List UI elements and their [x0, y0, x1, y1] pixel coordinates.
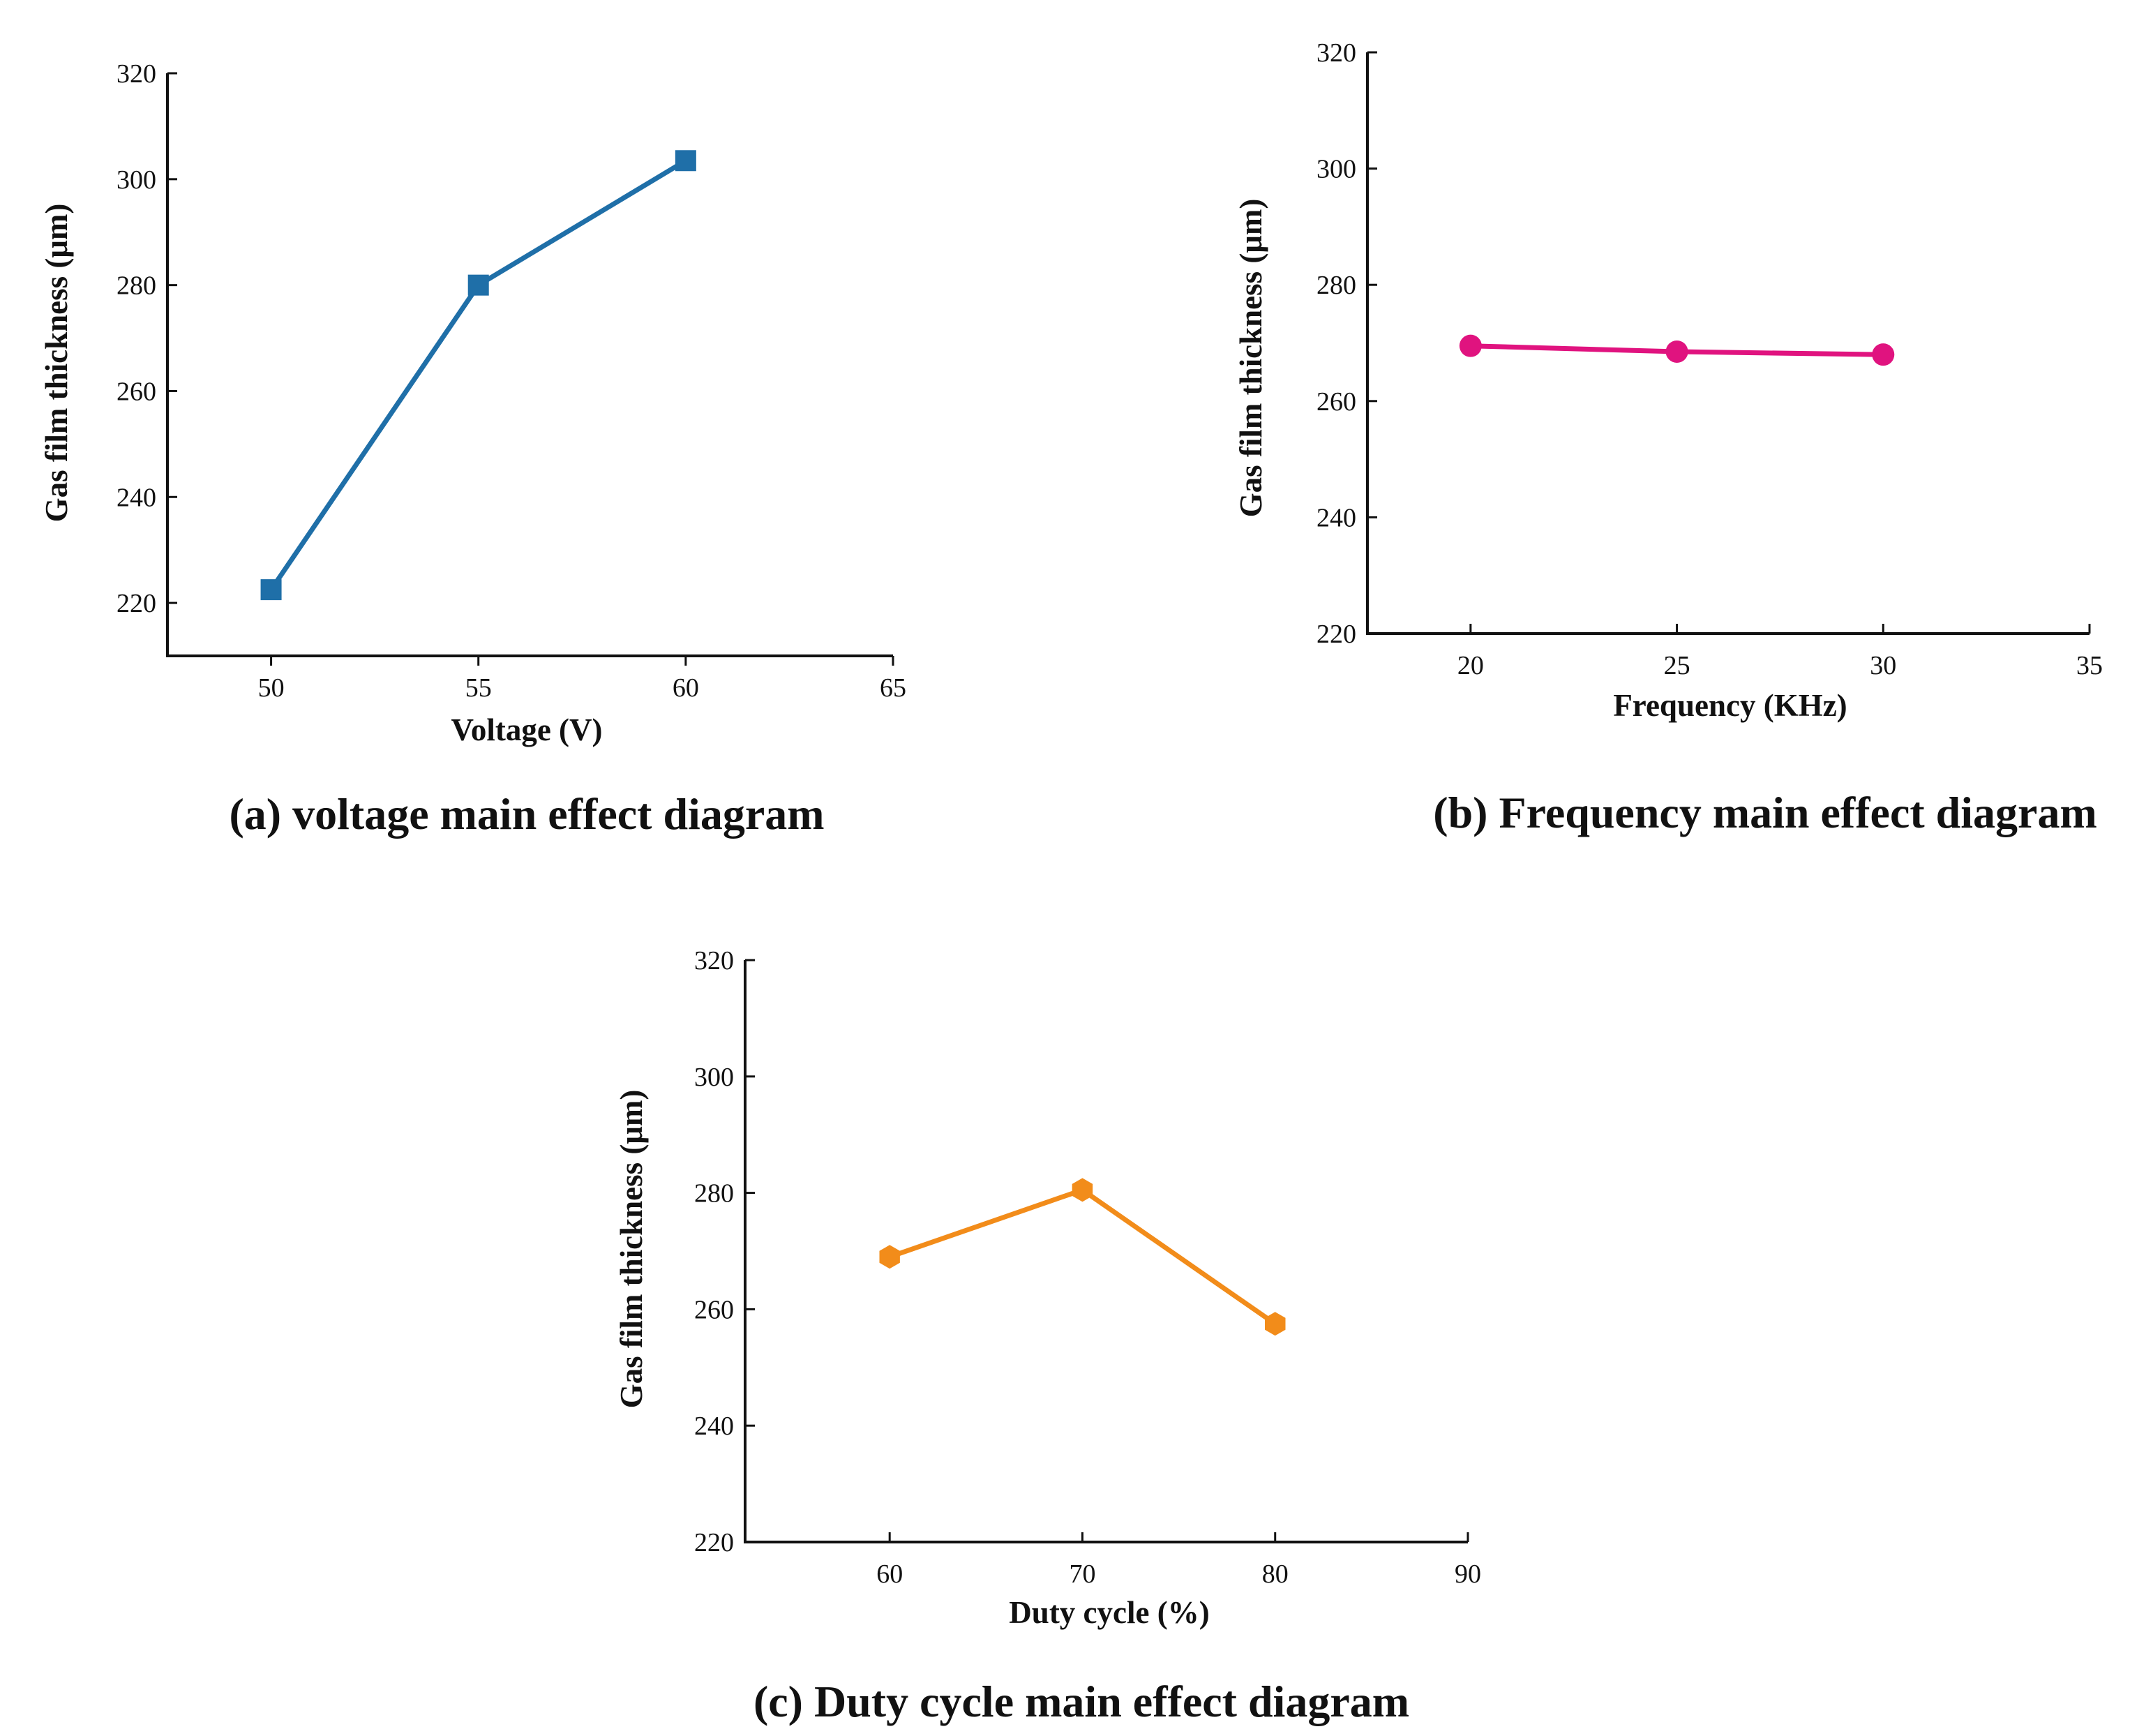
panel-a-xtick-label: 60 [673, 673, 699, 703]
panel-a-ytick-label: 320 [117, 59, 156, 89]
panel-c-data-point [1072, 1178, 1093, 1202]
panel-c-ytick-label: 260 [694, 1295, 734, 1324]
panel-c-ytick-label: 320 [694, 946, 734, 975]
panel-c: 220 240 260 280 300 320 60 70 80 90 Duty cycle (%… [614, 946, 1481, 1726]
panel-b-ytick-label: 320 [1316, 38, 1356, 68]
panel-c-ytick-label: 280 [694, 1179, 734, 1209]
panel-b-data-point [1665, 340, 1688, 363]
panel-b-data-point [1872, 343, 1895, 366]
panel-b-caption: (b) Frequency main effect diagram [1433, 788, 2097, 837]
panel-a-ytick-label: 300 [117, 165, 156, 195]
panel-b-xtick-label: 30 [1870, 651, 1896, 680]
panel-c-ylabel: Gas film thickness (μm) [614, 1090, 649, 1409]
panel-c-data-point [879, 1245, 900, 1269]
panel-c-xtick-label: 90 [1455, 1559, 1481, 1589]
panel-a-axes [166, 73, 893, 657]
panel-b-xtick-label: 20 [1457, 651, 1484, 680]
panel-a-data-point [675, 150, 696, 172]
panel-b-ytick-label: 300 [1316, 155, 1356, 184]
panel-c-ticks: 220 240 260 280 300 320 60 70 80 90 [694, 946, 1481, 1589]
panel-a-ylabel: Gas film thickness (μm) [39, 204, 74, 523]
panel-b-ytick-label: 260 [1316, 387, 1356, 417]
panel-a-xtick-label: 50 [258, 673, 285, 703]
panel-a-axis-spines [166, 73, 893, 657]
panel-a-ytick-label: 280 [117, 271, 156, 301]
panel-a-xtick-label: 55 [465, 673, 492, 703]
panel-c-xtick-label: 80 [1262, 1559, 1289, 1589]
panel-a: 220 240 260 280 300 320 50 55 60 65 Voltage (V) G… [39, 59, 906, 839]
panel-b-xlabel: Frequency (KHz) [1613, 688, 1847, 723]
panel-c-xtick-label: 60 [876, 1559, 903, 1589]
panel-c-xtick-label: 70 [1069, 1559, 1095, 1589]
panel-b: 220 240 260 280 300 320 20 25 30 35 Frequency (KH… [1233, 38, 2103, 837]
panel-a-caption: (a) voltage main effect diagram [229, 789, 824, 839]
panel-b-ylabel: Gas film thickness (μm) [1233, 199, 1268, 518]
panel-c-data-point [1265, 1312, 1286, 1336]
panel-a-xlabel: Voltage (V) [451, 712, 602, 747]
panel-a-data-point [467, 274, 489, 296]
panel-c-ytick-label: 240 [694, 1412, 734, 1441]
panel-c-ytick-label: 220 [694, 1528, 734, 1557]
panel-c-xlabel: Duty cycle (%) [1009, 1595, 1209, 1630]
panel-b-xtick-label: 25 [1664, 651, 1690, 680]
panel-a-ticks: 220 240 260 280 300 320 50 55 60 65 [117, 59, 906, 703]
panel-c-ytick-label: 300 [694, 1063, 734, 1092]
panel-b-ticks: 220 240 260 280 300 320 20 25 30 35 [1316, 38, 2103, 680]
panel-b-ytick-label: 220 [1316, 620, 1356, 649]
panel-c-marks [879, 1178, 1286, 1336]
panel-a-ytick-label: 260 [117, 377, 156, 406]
panel-b-data-point [1459, 334, 1482, 357]
panel-a-marks [260, 150, 696, 601]
panel-a-xtick-label: 65 [880, 673, 906, 703]
panel-b-marks [1459, 334, 1895, 366]
panel-b-ytick-label: 280 [1316, 271, 1356, 300]
panel-a-data-point [260, 579, 282, 601]
panel-c-caption: (c) Duty cycle main effect diagram [753, 1677, 1409, 1726]
panel-b-ytick-label: 240 [1316, 503, 1356, 532]
panel-b-xtick-label: 35 [2076, 651, 2103, 680]
panel-a-ytick-label: 220 [117, 589, 156, 618]
panel-a-ytick-label: 240 [117, 483, 156, 512]
